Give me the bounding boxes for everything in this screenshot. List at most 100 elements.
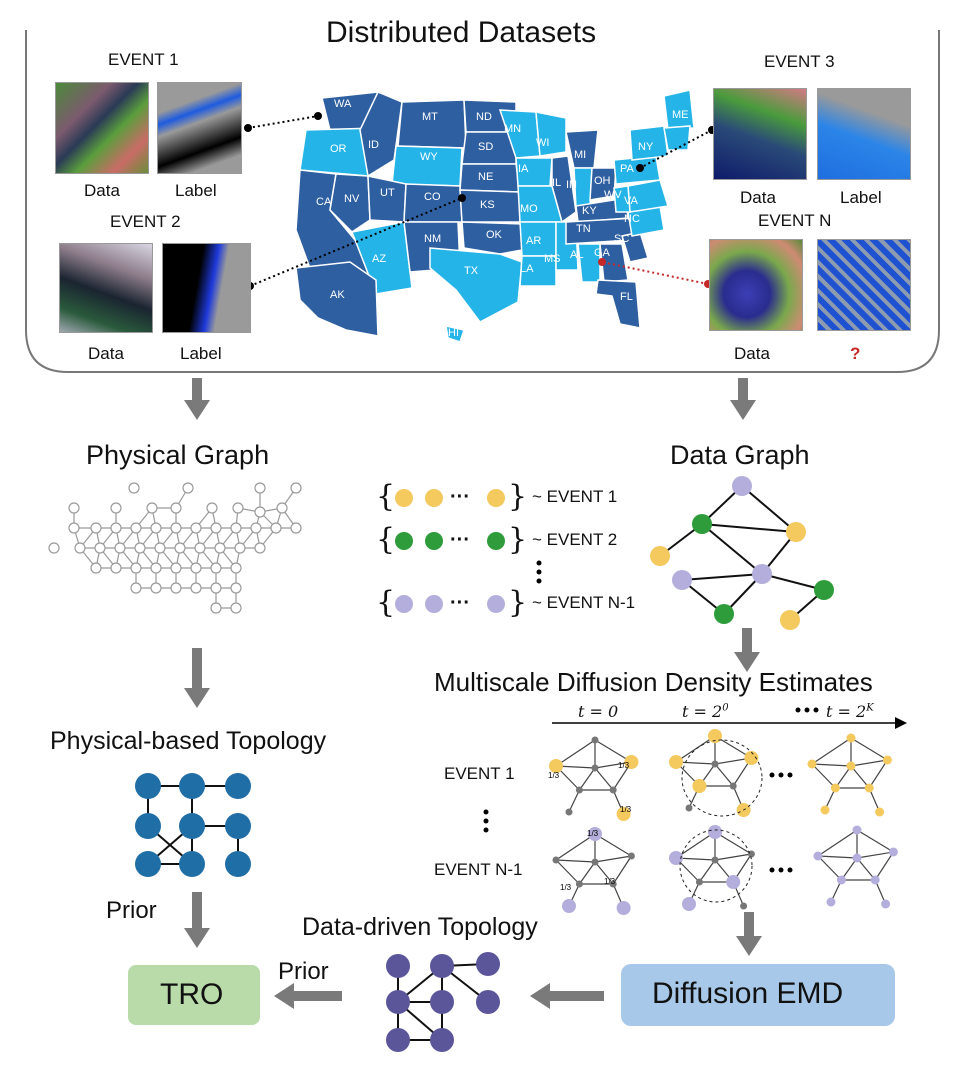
diffusion-graph-node: [552, 856, 560, 864]
state-label-wv: WV: [604, 189, 622, 201]
event1-row-close-brace: }: [508, 479, 528, 514]
physical-graph-node: [210, 602, 222, 614]
physical-graph-node: [190, 562, 202, 574]
event2-title: EVENT 2: [110, 212, 181, 231]
physical-graph-node: [170, 502, 182, 514]
physical-graph-node: [110, 522, 122, 534]
event1-title: EVENT 1: [108, 50, 179, 69]
diffusion-graph-node: [575, 880, 583, 888]
tro-box: [128, 965, 260, 1025]
diffusion-graph-edge: [698, 859, 716, 883]
diffusion-graph-edge: [714, 831, 752, 855]
diffusion-graph-node: [591, 858, 599, 866]
physical-graph-node: [150, 562, 162, 574]
physical-graph-node: [170, 582, 182, 594]
physical-graph-node: [94, 542, 106, 554]
eventN-title: EVENT N: [758, 211, 832, 230]
state-label-ny: NY: [638, 141, 654, 153]
physical-graph-node: [90, 522, 102, 534]
fraction-label: 1/3: [620, 805, 632, 814]
diffusion-graph-edge: [555, 859, 580, 885]
state-label-ks: KS: [480, 199, 495, 211]
diffusion-graph-node: [591, 764, 599, 772]
diffusion-graph-edge: [568, 789, 580, 813]
state-label-oh: OH: [594, 175, 611, 187]
diffusion-graph-edge: [578, 767, 596, 791]
physical-graph-node: [74, 542, 86, 554]
vertical-dots: [483, 809, 489, 833]
eventN1-row-close-brace: }: [508, 585, 528, 620]
state-label-va: VA: [624, 195, 639, 207]
fraction-label: 1/3: [548, 771, 560, 780]
state-label-me: ME: [672, 109, 689, 121]
diffusion-graph-node: [875, 807, 885, 817]
multiscale-title: Multiscale Diffusion Density Estimates: [434, 667, 873, 697]
physical-graph-node: [68, 502, 80, 514]
event1-row-label: ~ EVENT 1: [532, 487, 618, 506]
state-label-sc: SC: [614, 233, 629, 245]
physical-graph-node: [254, 542, 266, 554]
diffusion-graph-node: [836, 875, 846, 885]
diffusion-graph-edge: [868, 759, 888, 789]
multiscale-row-eventN1: EVENT N-1: [434, 860, 523, 879]
diffusion-graphs: 1/3 1/3 1/3 1/3 1/3 1/3: [548, 729, 898, 915]
state-label-ak: AK: [330, 289, 345, 301]
diffusion-graph-edge: [850, 759, 888, 767]
fraction-label: 1/3: [560, 883, 572, 892]
eventN-label-image: [817, 239, 911, 331]
physical-graph-node: [290, 482, 302, 494]
diffusion-graph-edge: [578, 861, 596, 885]
physical-graph-node: [230, 582, 242, 594]
physical-graph-node: [254, 506, 266, 518]
event1-label-image: [157, 82, 242, 174]
event2-row-open-brace: {: [376, 522, 396, 557]
state-label-tx: TX: [464, 265, 479, 277]
tk-base: t = 2: [826, 702, 867, 721]
diffusion-graph-edge: [856, 851, 894, 859]
diffusion-graph-node: [627, 852, 635, 860]
event1-data-image: [55, 82, 149, 174]
physical-graph-node: [210, 522, 222, 534]
state-label-nv: NV: [344, 193, 360, 205]
state-label-nm: NM: [424, 233, 441, 245]
diffusion-graph-node: [708, 729, 722, 743]
data-graph-nodes: [650, 476, 834, 630]
diffusion-graph: [669, 729, 759, 817]
event1-row-dots: ···: [450, 486, 470, 508]
diffusion-ellipse: [681, 739, 763, 817]
physical-graph-node: [110, 502, 122, 514]
state-label-pa: PA: [620, 163, 635, 175]
state-label-ky: KY: [582, 205, 597, 217]
diffusion-graph-node: [830, 783, 840, 793]
event2-row-close-brace: }: [508, 522, 528, 557]
distributed-title: Distributed Datasets: [326, 16, 597, 49]
physical-prior-label: Prior: [106, 897, 157, 924]
diffusion-graph-node: [575, 786, 583, 794]
us-map: [295, 89, 695, 343]
state-label-ga: GA: [594, 247, 611, 259]
t0-label: t = 0: [578, 702, 619, 721]
diffusion-graph-edge: [594, 833, 632, 857]
diffusion-graph-node: [726, 875, 741, 889]
diffusion-graph-edge: [811, 763, 836, 789]
tro-label: TRO: [160, 978, 224, 1011]
event3-title: EVENT 3: [764, 52, 835, 71]
physical-graph-node: [128, 482, 140, 494]
diffusion-graph-edge: [856, 829, 894, 853]
diffusion-graph-edge: [850, 765, 870, 789]
data-graph: [659, 485, 825, 621]
physical-graph-node: [270, 522, 282, 534]
diffusion-graph-edge: [874, 851, 894, 881]
physical-graph-node: [170, 522, 182, 534]
event2-row-label: ~ EVENT 2: [532, 530, 618, 549]
fraction-label: 1/3: [618, 761, 630, 770]
state-label-hi: HI: [448, 327, 459, 339]
diffusion-graph-node: [711, 760, 719, 768]
diffusion-graph: [807, 733, 892, 817]
event2-label-caption: Label: [180, 344, 222, 363]
diffusion-graph-edge: [817, 855, 842, 881]
diffusion-graph-node: [807, 759, 817, 769]
diffusion-graph: [669, 825, 755, 911]
fraction-label: 1/3: [604, 877, 616, 886]
eventN-data-caption: Data: [734, 344, 770, 363]
